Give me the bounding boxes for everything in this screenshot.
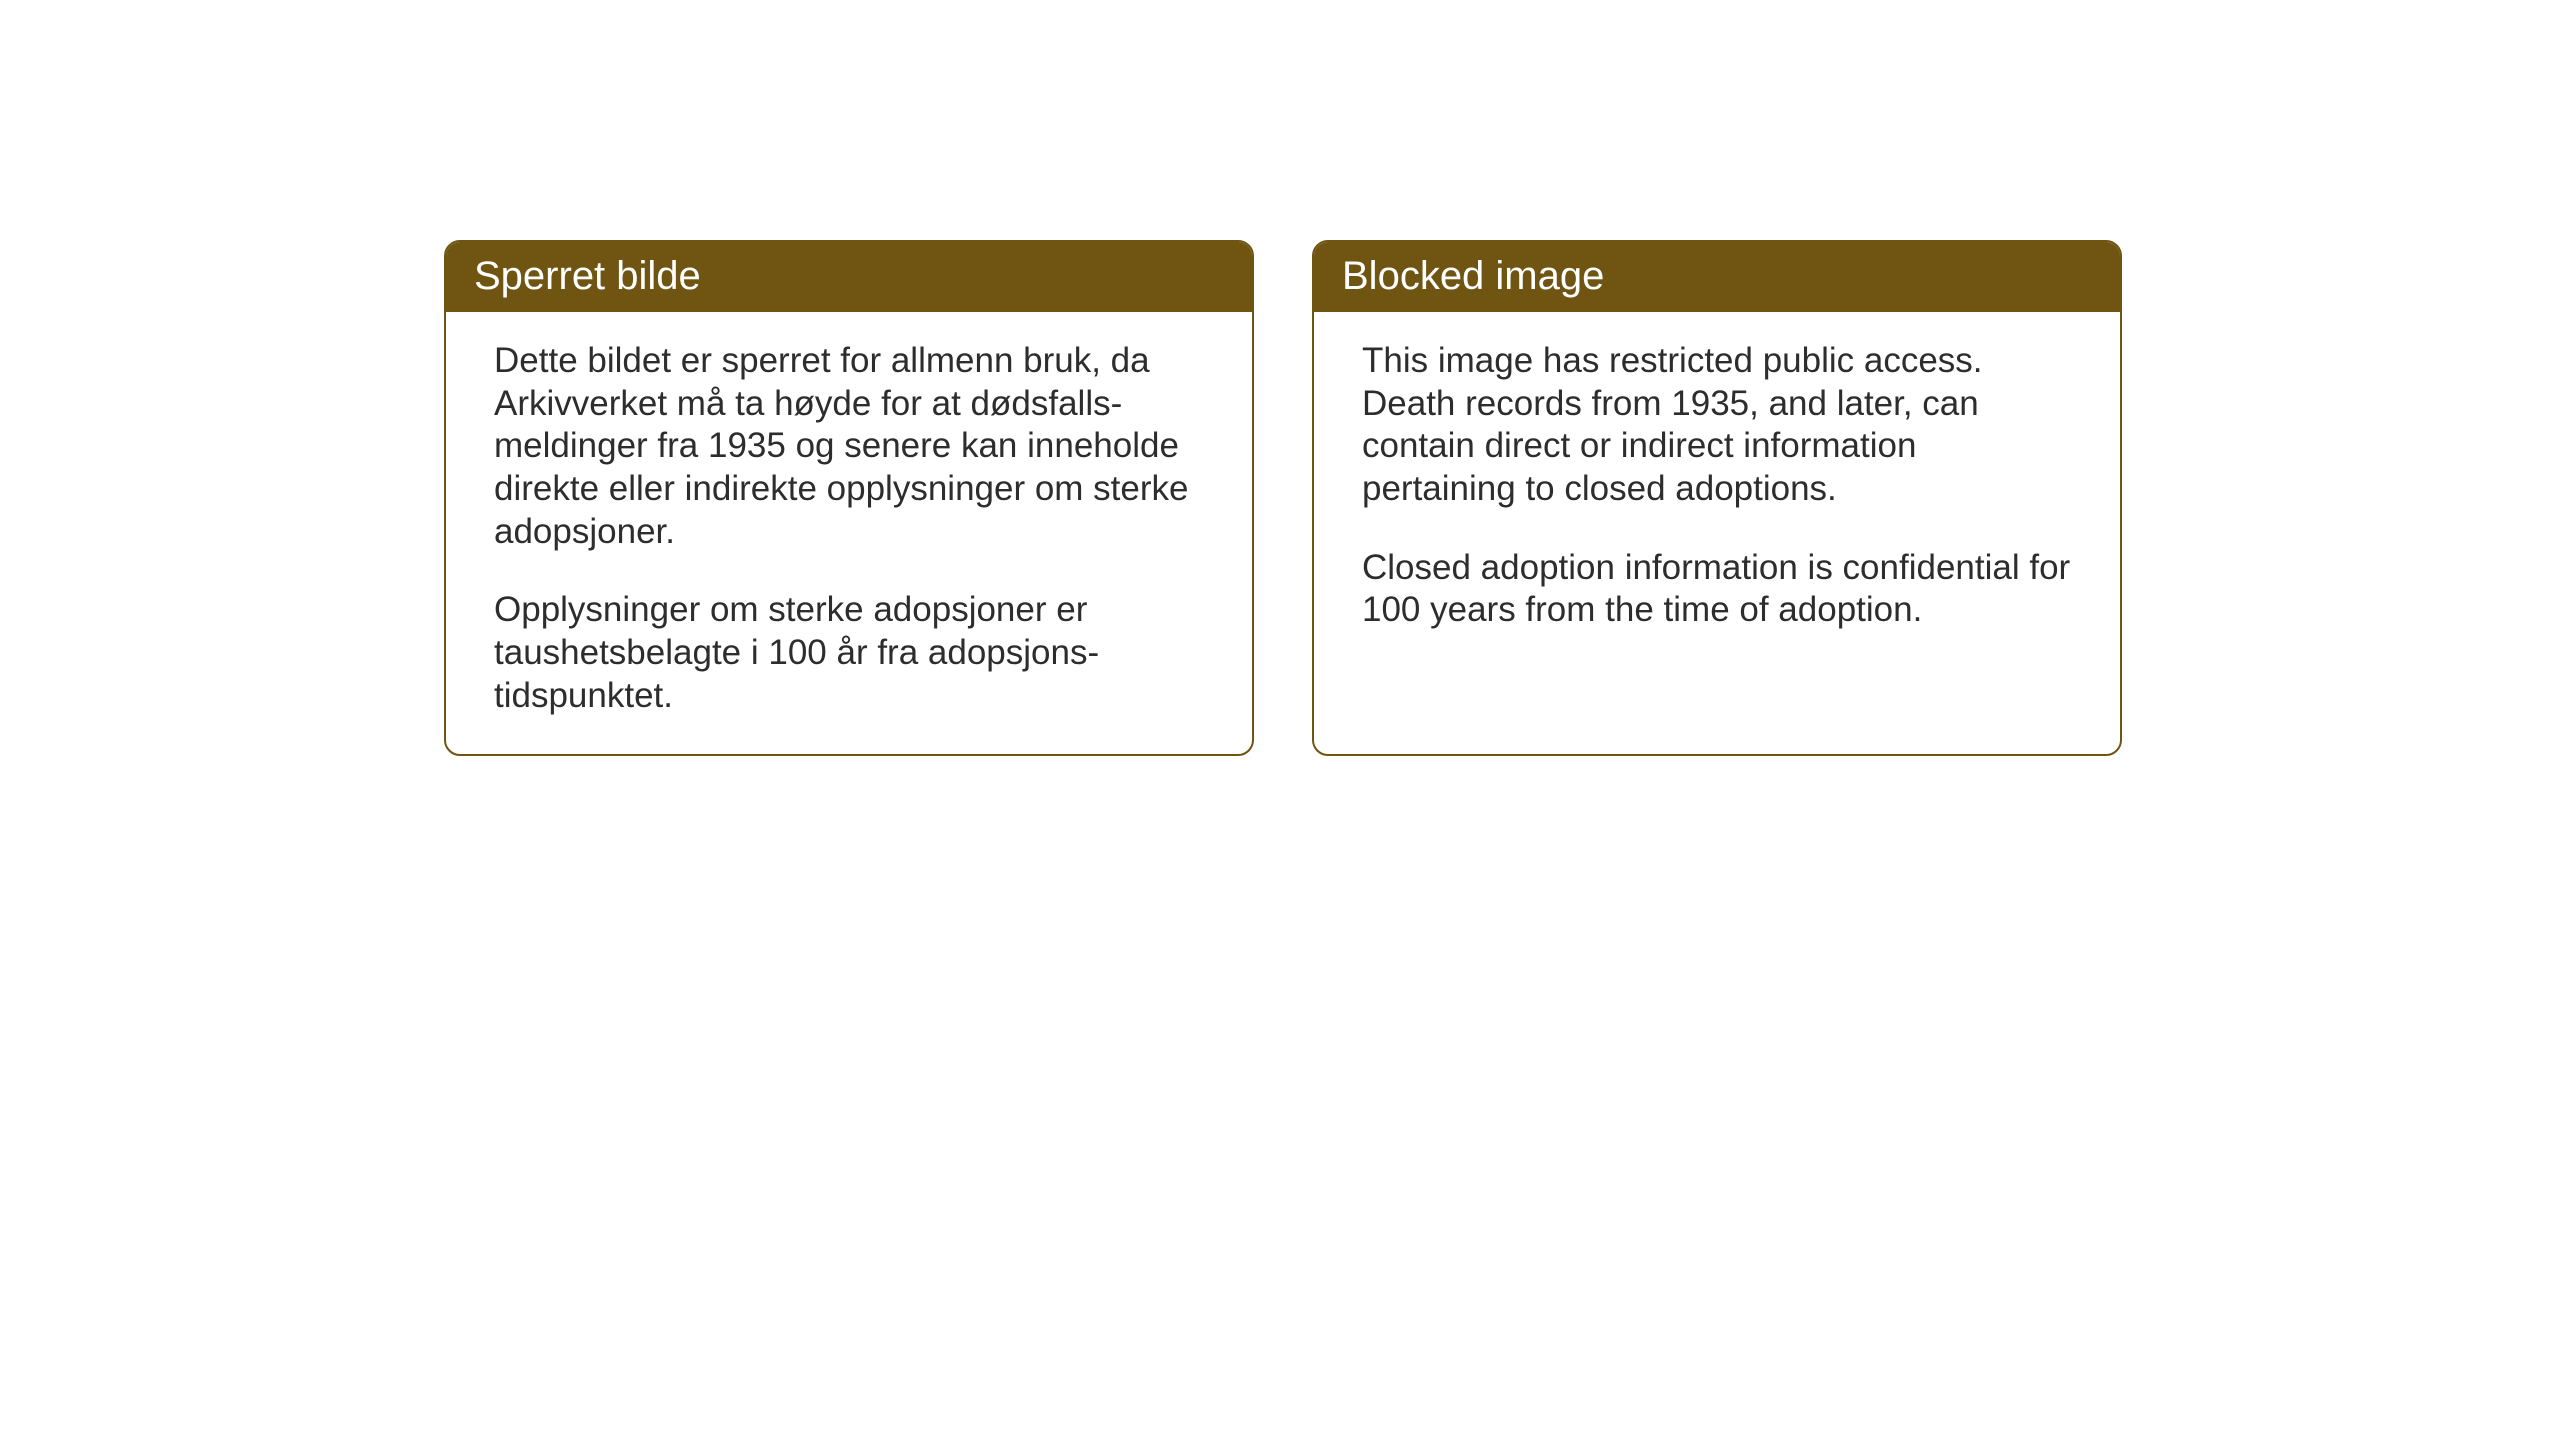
notice-paragraph: Opplysninger om sterke adopsjoner er tau… [494, 589, 1204, 717]
notice-header-norwegian: Sperret bilde [446, 242, 1252, 312]
notice-body-norwegian: Dette bildet er sperret for allmenn bruk… [446, 312, 1252, 754]
notice-paragraph: Closed adoption information is confident… [1362, 547, 2072, 632]
notice-card-norwegian: Sperret bilde Dette bildet er sperret fo… [444, 240, 1254, 756]
notice-card-english: Blocked image This image has restricted … [1312, 240, 2122, 756]
notice-body-english: This image has restricted public access.… [1314, 312, 2120, 754]
notice-container: Sperret bilde Dette bildet er sperret fo… [444, 240, 2122, 756]
notice-header-english: Blocked image [1314, 242, 2120, 312]
notice-paragraph: Dette bildet er sperret for allmenn bruk… [494, 340, 1204, 553]
notice-paragraph: This image has restricted public access.… [1362, 340, 2072, 511]
